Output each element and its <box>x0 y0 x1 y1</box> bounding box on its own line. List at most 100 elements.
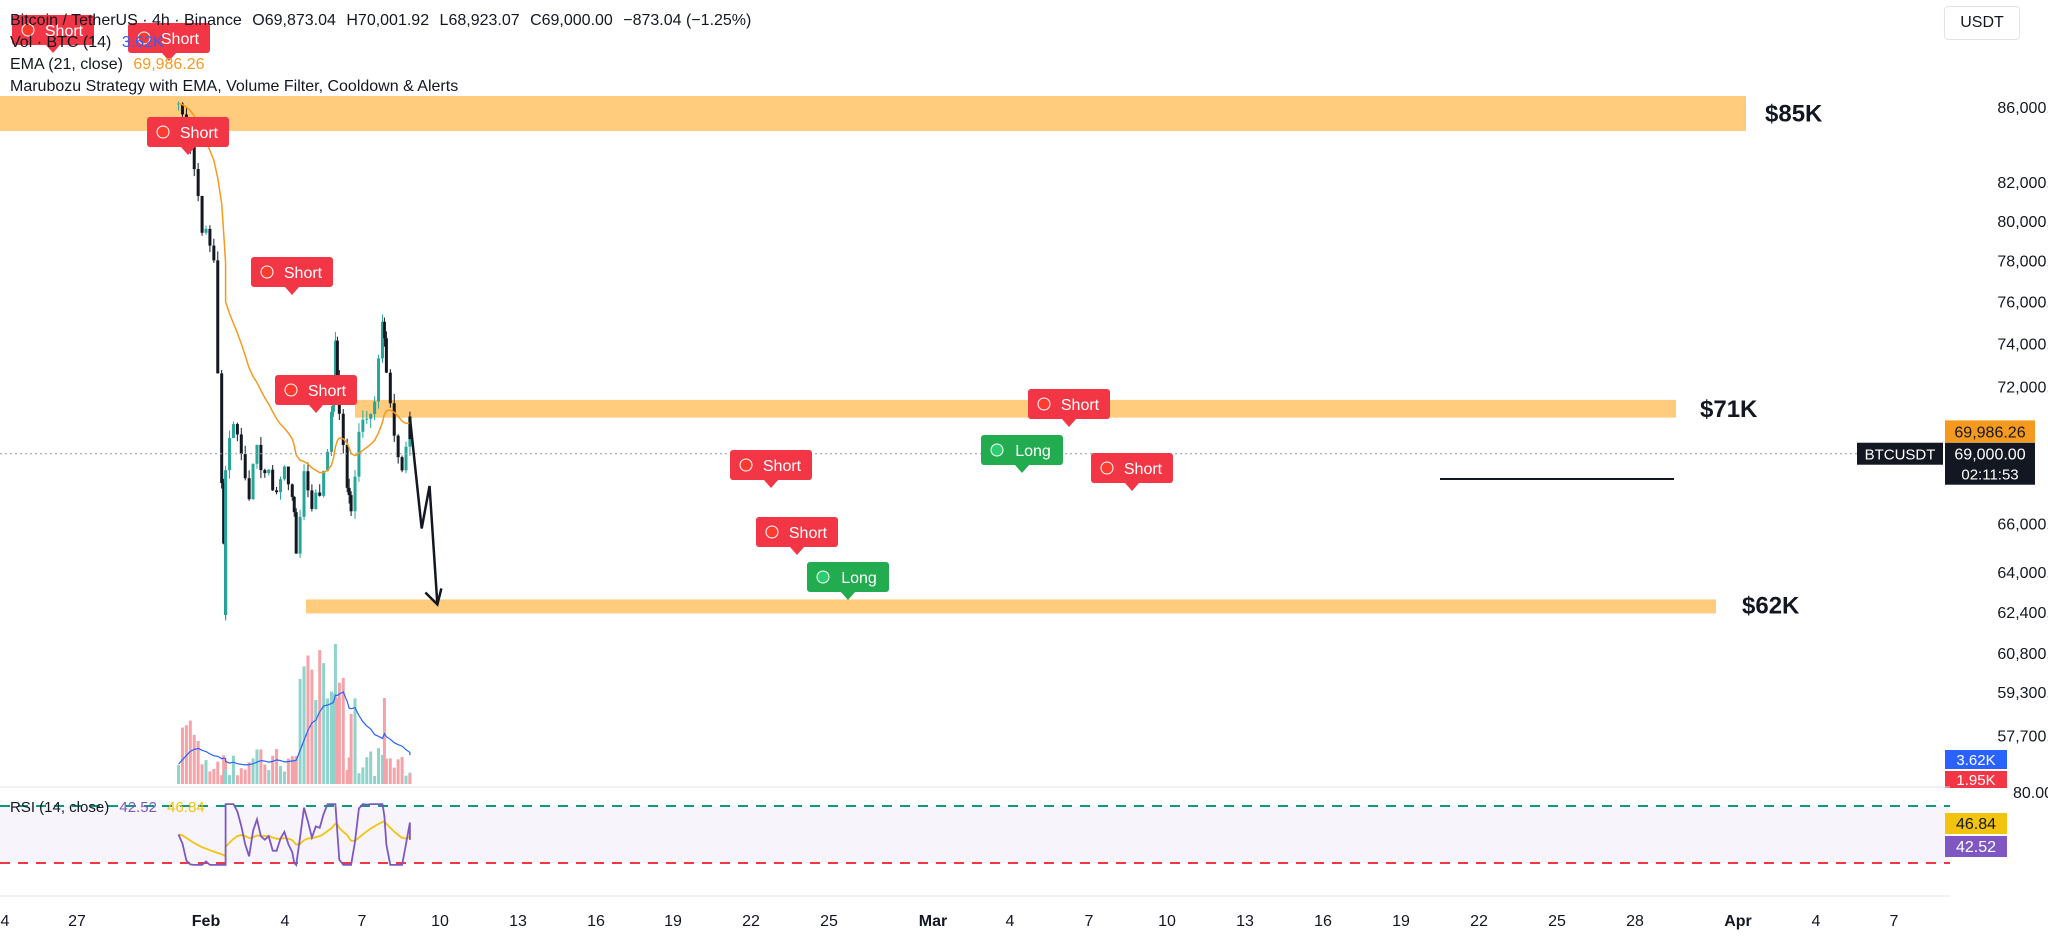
symbol-badge <box>1857 442 1943 465</box>
signal-tag-label: Short <box>161 31 200 48</box>
signal-dot <box>21 23 35 37</box>
overlay-lines: 69,986.26 BTCUSDT 69,000.00 02:11:53 <box>0 102 2035 607</box>
signal-tag <box>128 23 210 53</box>
symbol-header: Bitcoin / TetherUS · 4h · Binance O69,87… <box>10 12 751 30</box>
open-value: O69,873.04 <box>252 12 336 29</box>
candle-body <box>192 145 196 170</box>
volume-legend-label: Vol · BTC (14) <box>10 34 112 51</box>
price-tick-label: 80,000.00 <box>1997 214 2048 231</box>
volume-bar <box>290 756 294 784</box>
volume-bar <box>224 769 228 784</box>
candle-body <box>216 260 220 374</box>
volume-bar <box>400 756 404 784</box>
time-tick-label: 28 <box>1626 913 1644 930</box>
time-tick-label: 19 <box>664 913 682 930</box>
rsi-ma-badge-label: 46.84 <box>1956 816 1996 833</box>
candle-body <box>239 434 243 454</box>
volume-bar <box>373 775 377 784</box>
candle-body <box>290 484 294 497</box>
candle-body <box>382 321 386 339</box>
volume-bar <box>353 698 357 784</box>
volume-bar <box>243 769 247 784</box>
signal-tag-pointer <box>285 287 299 295</box>
signal-tag-pointer <box>309 405 323 413</box>
countdown-label: 02:11:53 <box>1961 467 2018 484</box>
ema-price-badge <box>1945 420 2035 443</box>
volume-bar <box>294 756 298 784</box>
time-tick-label: 16 <box>587 913 605 930</box>
volume-bar <box>337 682 341 784</box>
volume-bar <box>377 748 381 784</box>
rsi-legend-value: 42.52 <box>119 799 157 816</box>
candle-body <box>302 471 306 517</box>
candle-body <box>255 444 259 464</box>
candle-body <box>282 466 286 480</box>
rsi-badge <box>1945 836 2007 857</box>
zone-band <box>355 399 1676 418</box>
volume-bar <box>384 758 388 784</box>
signal-dot <box>739 458 753 472</box>
price-tick-label: 64,000.00 <box>1997 565 2048 582</box>
time-tick-label: 10 <box>431 913 449 930</box>
zone-band <box>0 96 1746 131</box>
price-tick-label: 78,000.00 <box>1997 254 2048 271</box>
volume-bar <box>314 700 318 784</box>
candle-body <box>247 478 251 500</box>
candle-body <box>251 463 255 500</box>
volume-ma-line <box>178 691 411 766</box>
candle-body <box>267 469 271 474</box>
time-tick-label: 7 <box>358 913 367 930</box>
volume-legend-value: 3.62K <box>121 34 164 51</box>
currency-button[interactable]: USDT <box>1944 6 2020 40</box>
candle-body <box>347 487 351 496</box>
rsi-axis-label: 80.00 <box>2013 785 2048 802</box>
volume-bar <box>292 759 296 784</box>
volume-bar <box>255 749 259 784</box>
signal-dot <box>765 525 779 539</box>
volume-bar <box>380 754 384 784</box>
volume-bar <box>333 644 337 784</box>
rsi-badge-label: 42.52 <box>1956 839 1996 856</box>
candle-body <box>180 103 184 115</box>
candle-body <box>212 245 216 261</box>
close-value: C69,000.00 <box>530 12 613 29</box>
time-tick-label: 13 <box>509 913 527 930</box>
candle-body <box>384 338 388 373</box>
ema-legend[interactable]: EMA (21, close) 69,986.26 <box>10 56 205 74</box>
axes: 86,000.00 82,000.00 80,000.00 78,000.00 76,0… <box>0 100 2048 930</box>
volume-legend[interactable]: Vol · BTC (14) 3.62K <box>10 34 164 52</box>
volume-bar <box>177 765 181 784</box>
time-tick-label: 4 <box>1 913 10 930</box>
candle-body <box>329 411 333 452</box>
volume-bar <box>298 678 302 784</box>
signal-dot <box>990 443 1004 457</box>
volume-bar <box>369 751 373 784</box>
signal-tag-label: Long <box>1015 443 1051 460</box>
volume-bar <box>192 734 196 784</box>
volume-bar <box>302 666 306 784</box>
volume-bar <box>408 774 412 784</box>
candle-body <box>318 492 322 496</box>
rsi-ma-legend-value: 46.84 <box>167 799 205 816</box>
candle-body <box>220 373 224 484</box>
candle-body <box>292 496 296 513</box>
volume-bar <box>335 697 339 784</box>
candle-body <box>306 471 310 491</box>
signal-tag-label: Short <box>1124 461 1163 478</box>
candlesticks <box>177 101 412 621</box>
time-tick-label: 4 <box>1812 913 1821 930</box>
strategy-legend[interactable]: Marubozu Strategy with EMA, Volume Filte… <box>10 78 459 95</box>
price-tick-label: 57,700.00 <box>1997 728 2048 745</box>
time-tick-label: Mar <box>919 913 947 930</box>
zone-label: $85K <box>1765 101 1823 128</box>
signal-tag-pointer <box>46 45 60 53</box>
rsi-legend[interactable]: RSI (14, close) 42.52 46.84 <box>10 799 205 816</box>
time-tick-label: 25 <box>1548 913 1566 930</box>
candle-body <box>286 466 290 485</box>
candle-body <box>345 444 349 488</box>
volume-bar <box>216 761 220 784</box>
last-price-label: 69,000.00 <box>1954 447 2025 464</box>
ema-price-label: 69,986.26 <box>1954 424 2025 441</box>
price-tick-label: 66,000.00 <box>1997 517 2048 534</box>
